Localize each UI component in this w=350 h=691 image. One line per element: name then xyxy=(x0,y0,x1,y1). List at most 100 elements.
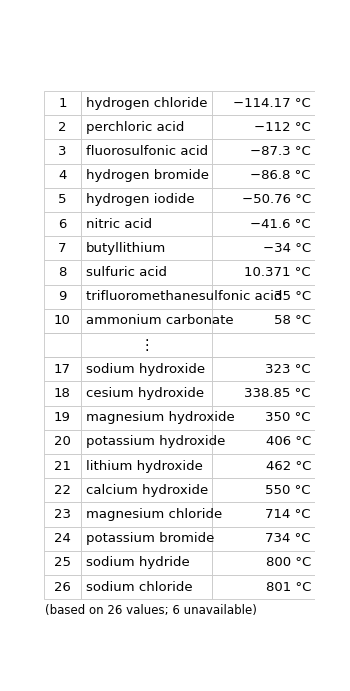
Text: 18: 18 xyxy=(54,387,71,400)
Text: 2: 2 xyxy=(58,121,67,134)
Bar xyxy=(44,575,81,599)
Bar xyxy=(81,406,212,430)
Bar xyxy=(44,115,81,140)
Bar xyxy=(212,285,315,309)
Bar xyxy=(212,140,315,164)
Bar xyxy=(81,164,212,188)
Text: magnesium chloride: magnesium chloride xyxy=(86,508,222,521)
Bar xyxy=(212,91,315,115)
Bar xyxy=(81,527,212,551)
Text: 801 °C: 801 °C xyxy=(266,580,311,594)
Bar xyxy=(212,575,315,599)
Bar xyxy=(44,91,81,115)
Text: −50.76 °C: −50.76 °C xyxy=(242,193,311,207)
Bar xyxy=(81,188,212,212)
Text: magnesium hydroxide: magnesium hydroxide xyxy=(86,411,235,424)
Text: 24: 24 xyxy=(54,532,71,545)
Text: (based on 26 values; 6 unavailable): (based on 26 values; 6 unavailable) xyxy=(45,603,257,616)
Bar xyxy=(44,381,81,406)
Text: sodium hydride: sodium hydride xyxy=(86,556,190,569)
Text: 26: 26 xyxy=(54,580,71,594)
Text: 800 °C: 800 °C xyxy=(266,556,311,569)
Bar xyxy=(44,527,81,551)
Bar xyxy=(44,212,81,236)
Bar xyxy=(44,551,81,575)
Text: −114.17 °C: −114.17 °C xyxy=(233,97,311,109)
Text: fluorosulfonic acid: fluorosulfonic acid xyxy=(86,145,208,158)
Bar xyxy=(212,527,315,551)
Bar xyxy=(44,430,81,454)
Bar xyxy=(81,309,212,333)
Text: 323 °C: 323 °C xyxy=(265,363,311,376)
Text: butyllithium: butyllithium xyxy=(86,242,166,255)
Text: sulfuric acid: sulfuric acid xyxy=(86,266,167,279)
Bar xyxy=(81,454,212,478)
Text: 35 °C: 35 °C xyxy=(274,290,311,303)
Bar xyxy=(212,454,315,478)
Bar xyxy=(81,430,212,454)
Bar xyxy=(212,551,315,575)
Bar xyxy=(81,91,212,115)
Text: 350 °C: 350 °C xyxy=(265,411,311,424)
Bar xyxy=(44,285,81,309)
Text: cesium hydroxide: cesium hydroxide xyxy=(86,387,204,400)
Bar xyxy=(81,212,212,236)
Bar xyxy=(81,551,212,575)
Bar xyxy=(212,309,315,333)
Bar xyxy=(44,502,81,527)
Bar xyxy=(81,285,212,309)
Text: hydrogen iodide: hydrogen iodide xyxy=(86,193,195,207)
Bar xyxy=(212,478,315,502)
Text: potassium hydroxide: potassium hydroxide xyxy=(86,435,225,448)
Bar xyxy=(81,381,212,406)
Text: 462 °C: 462 °C xyxy=(266,460,311,473)
Text: 550 °C: 550 °C xyxy=(265,484,311,497)
Bar xyxy=(212,212,315,236)
Text: 17: 17 xyxy=(54,363,71,376)
Text: sodium hydroxide: sodium hydroxide xyxy=(86,363,205,376)
Bar xyxy=(44,309,81,333)
Text: −34 °C: −34 °C xyxy=(263,242,311,255)
Bar xyxy=(81,478,212,502)
Text: 8: 8 xyxy=(58,266,66,279)
Text: 6: 6 xyxy=(58,218,66,231)
Text: 4: 4 xyxy=(58,169,66,182)
Text: 10.371 °C: 10.371 °C xyxy=(244,266,311,279)
Text: 21: 21 xyxy=(54,460,71,473)
Bar xyxy=(81,357,212,381)
Text: calcium hydroxide: calcium hydroxide xyxy=(86,484,208,497)
Text: ⋮: ⋮ xyxy=(139,338,154,352)
Text: 714 °C: 714 °C xyxy=(265,508,311,521)
Bar xyxy=(44,357,81,381)
Text: hydrogen chloride: hydrogen chloride xyxy=(86,97,208,109)
Text: 9: 9 xyxy=(58,290,66,303)
Text: 25: 25 xyxy=(54,556,71,569)
Text: 10: 10 xyxy=(54,314,71,328)
Bar xyxy=(44,188,81,212)
Text: hydrogen bromide: hydrogen bromide xyxy=(86,169,209,182)
Text: −86.8 °C: −86.8 °C xyxy=(251,169,311,182)
Text: 3: 3 xyxy=(58,145,67,158)
Text: 22: 22 xyxy=(54,484,71,497)
Text: 19: 19 xyxy=(54,411,71,424)
Text: potassium bromide: potassium bromide xyxy=(86,532,215,545)
Text: 5: 5 xyxy=(58,193,67,207)
Text: 7: 7 xyxy=(58,242,67,255)
Bar xyxy=(44,261,81,285)
Bar xyxy=(81,502,212,527)
Text: sodium chloride: sodium chloride xyxy=(86,580,193,594)
Bar xyxy=(212,164,315,188)
Bar xyxy=(44,478,81,502)
Bar xyxy=(81,140,212,164)
Text: 734 °C: 734 °C xyxy=(265,532,311,545)
Bar xyxy=(212,261,315,285)
Bar xyxy=(44,164,81,188)
Text: 23: 23 xyxy=(54,508,71,521)
Bar xyxy=(212,406,315,430)
Text: 1: 1 xyxy=(58,97,67,109)
Text: nitric acid: nitric acid xyxy=(86,218,152,231)
Text: 338.85 °C: 338.85 °C xyxy=(244,387,311,400)
Bar xyxy=(81,261,212,285)
Text: lithium hydroxide: lithium hydroxide xyxy=(86,460,203,473)
Text: 406 °C: 406 °C xyxy=(266,435,311,448)
